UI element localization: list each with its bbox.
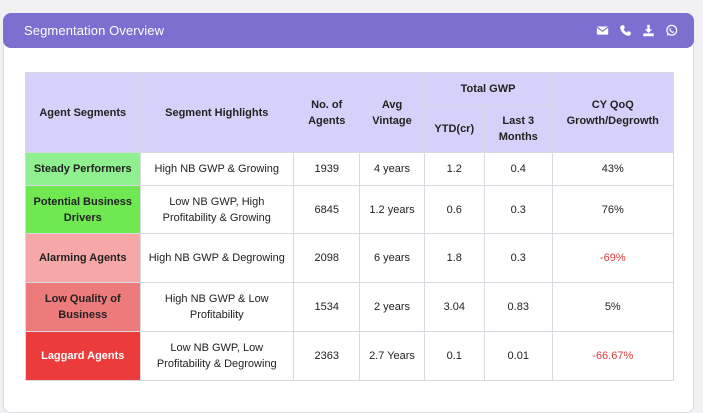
vintage-cell: 6 years — [359, 233, 425, 283]
cy-cell: 43% — [551, 152, 675, 186]
table-row: Potential Business Drivers Low NB GWP, H… — [25, 185, 675, 234]
ytd-cell: 1.2 — [423, 152, 485, 186]
last3-cell: 0.83 — [483, 282, 553, 332]
download-icon[interactable] — [641, 24, 655, 38]
vintage-cell: 2 years — [359, 282, 425, 332]
cy-cell: -69% — [551, 233, 675, 283]
vintage-cell: 1.2 years — [359, 185, 425, 234]
header-avg-vintage: Avg Vintage — [359, 72, 425, 153]
whatsapp-icon[interactable] — [664, 24, 678, 38]
agents-cell: 1939 — [293, 152, 361, 186]
header-ytd: YTD(cr) — [423, 105, 485, 153]
segment-cell: Alarming Agents — [25, 233, 141, 283]
header-segment-highlights: Segment Highlights — [139, 72, 295, 153]
ytd-cell: 1.8 — [423, 233, 485, 283]
header-no-of-agents: No. of Agents — [293, 72, 361, 153]
header-last-3-months: Last 3 Months — [483, 105, 553, 153]
cy-cell: 5% — [551, 282, 675, 332]
table-row: Low Quality of Business High NB GWP & Lo… — [25, 282, 675, 332]
agents-cell: 6845 — [293, 185, 361, 234]
header-agent-segments: Agent Segments — [25, 72, 141, 153]
ytd-cell: 0.1 — [423, 331, 485, 381]
agents-cell: 2098 — [293, 233, 361, 283]
header-total-gwp: Total GWP — [423, 72, 553, 106]
header-cy-qoq: CY QoQ Growth/Degrowth — [551, 72, 675, 153]
table-row: Laggard Agents Low NB GWP, Low Profitabi… — [25, 331, 675, 381]
phone-icon[interactable] — [618, 24, 632, 38]
last3-cell: 0.3 — [483, 233, 553, 283]
segmentation-table: Agent Segments Segment Highlights No. of… — [25, 72, 675, 381]
table-row: Alarming Agents High NB GWP & Degrowing … — [25, 233, 675, 283]
card-title: Segmentation Overview — [24, 23, 165, 38]
last3-cell: 0.3 — [483, 185, 553, 234]
last3-cell: 0.4 — [483, 152, 553, 186]
cy-cell: -66.67% — [551, 331, 675, 381]
card-header: Segmentation Overview — [3, 13, 694, 48]
highlight-cell: Low NB GWP, High Profitability & Growing — [139, 185, 295, 234]
highlight-cell: High NB GWP & Growing — [139, 152, 295, 186]
agents-cell: 1534 — [293, 282, 361, 332]
vintage-cell: 4 years — [359, 152, 425, 186]
highlight-cell: High NB GWP & Low Profitability — [139, 282, 295, 332]
ytd-cell: 0.6 — [423, 185, 485, 234]
ytd-cell: 3.04 — [423, 282, 485, 332]
highlight-cell: High NB GWP & Degrowing — [139, 233, 295, 283]
highlight-cell: Low NB GWP, Low Profitability & Degrowin… — [139, 331, 295, 381]
segment-cell: Laggard Agents — [25, 331, 141, 381]
segment-cell: Potential Business Drivers — [25, 185, 141, 234]
vintage-cell: 2.7 Years — [359, 331, 425, 381]
header-actions — [595, 24, 678, 38]
cy-cell: 76% — [551, 185, 675, 234]
segment-cell: Steady Performers — [25, 152, 141, 186]
agents-cell: 2363 — [293, 331, 361, 381]
last3-cell: 0.01 — [483, 331, 553, 381]
segment-cell: Low Quality of Business — [25, 282, 141, 332]
mail-icon[interactable] — [595, 24, 609, 38]
table-row: Steady Performers High NB GWP & Growing … — [25, 152, 675, 186]
